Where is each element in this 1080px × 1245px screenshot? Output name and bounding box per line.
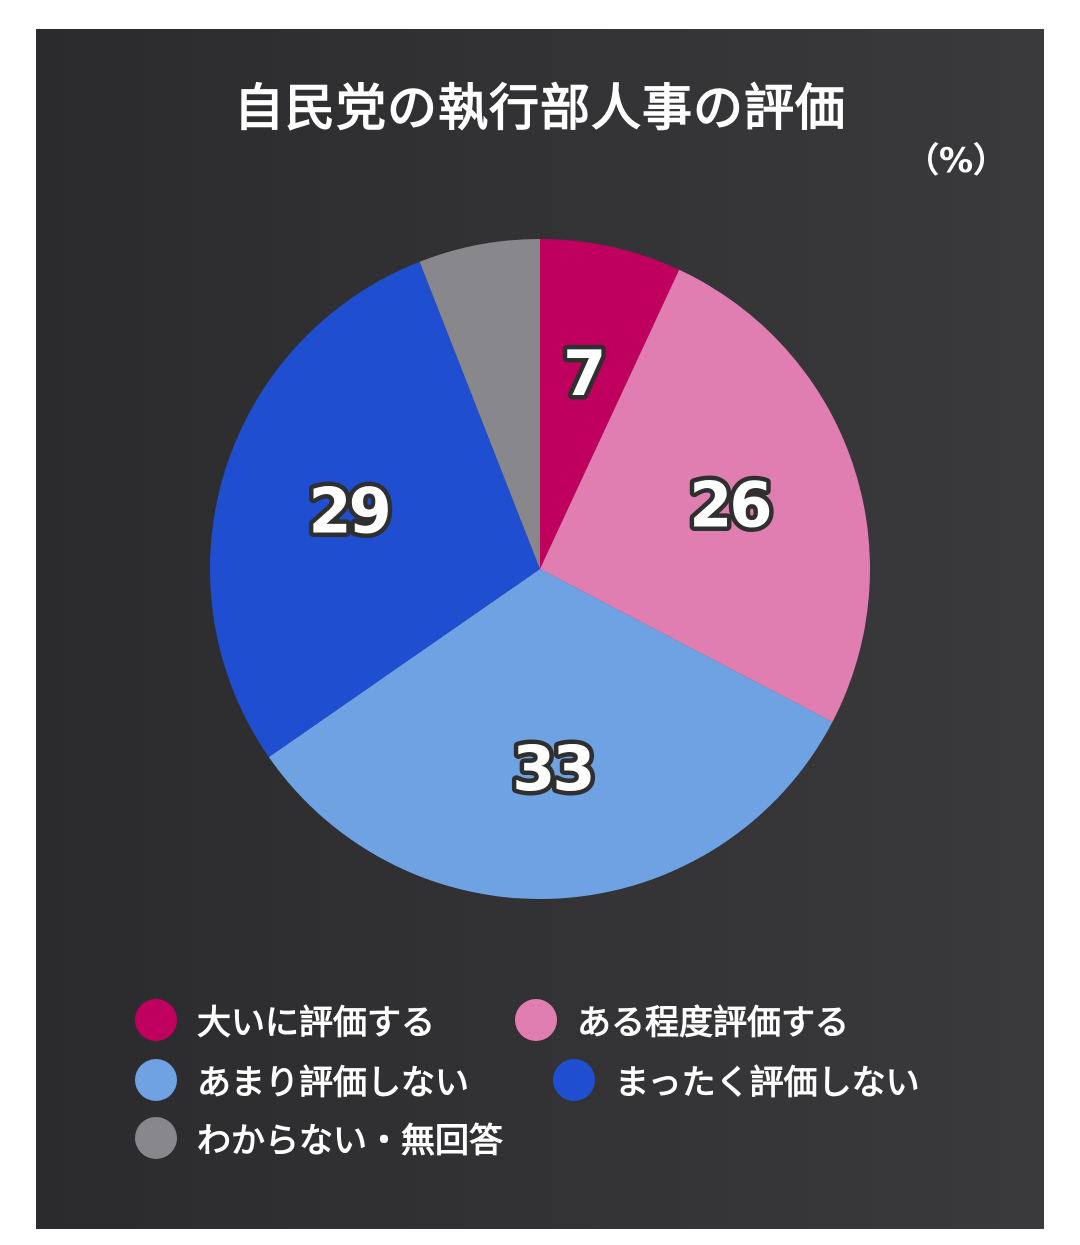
pie-slice-2 xyxy=(540,269,870,723)
slice-value-label-3: 33 xyxy=(512,732,592,805)
legend-label-1: 大いに評価する xyxy=(197,1003,435,1043)
pie-slice-3 xyxy=(268,569,833,900)
legend-swatch-2 xyxy=(515,998,557,1041)
pie-slice-5 xyxy=(419,239,540,569)
legend-item-3: あまり評価しない xyxy=(135,1055,469,1104)
legend-label-4: まったく評価しない xyxy=(615,1063,920,1103)
slice-value-label-4: 29 xyxy=(309,474,389,547)
chart-title: 自民党の執行部人事の評価 xyxy=(234,79,846,137)
slice-value-label-1: 7 xyxy=(563,337,603,410)
legend-swatch-3 xyxy=(135,1058,177,1101)
legend-label-5: わからない・無回答 xyxy=(197,1121,503,1161)
legend-item-5: わからない・無回答 xyxy=(135,1113,503,1162)
pie-slice-4 xyxy=(209,261,540,758)
slice-value-label-2: 26 xyxy=(689,468,769,541)
legend-swatch-4 xyxy=(553,1058,595,1101)
legend-swatch-1 xyxy=(135,998,177,1041)
legend-label-2: ある程度評価する xyxy=(577,1003,849,1043)
legend-item-1: 大いに評価する xyxy=(135,995,435,1044)
pie-slice-1 xyxy=(540,239,680,569)
legend-swatch-5 xyxy=(135,1116,177,1159)
unit-label: （%） xyxy=(905,141,1008,181)
legend-item-2: ある程度評価する xyxy=(515,995,849,1044)
legend-item-4: まったく評価しない xyxy=(553,1055,920,1104)
legend-label-3: あまり評価しない xyxy=(197,1063,469,1103)
